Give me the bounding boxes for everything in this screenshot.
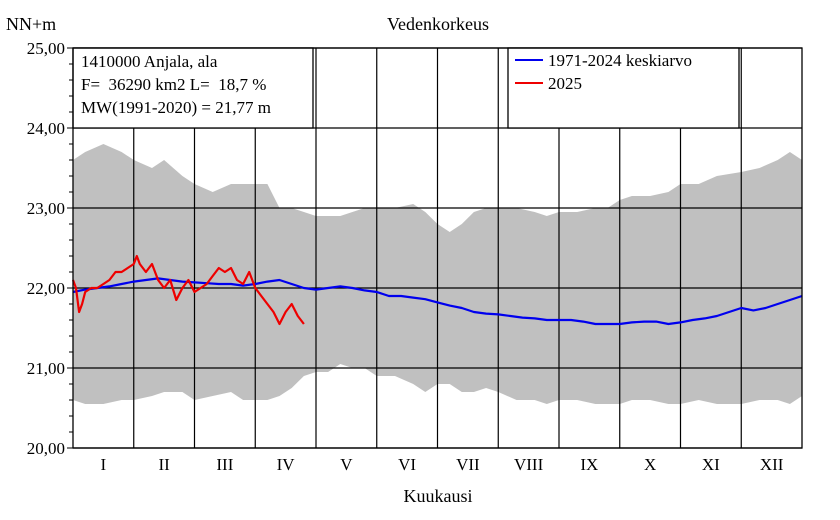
legend-label-mean: 1971-2024 keskiarvo <box>548 51 692 70</box>
legend: 1971-2024 keskiarvo 2025 <box>507 47 740 129</box>
y-tick-label: 20,00 <box>27 439 65 458</box>
legend-label-2025: 2025 <box>548 74 582 93</box>
month-label: X <box>644 455 656 474</box>
y-tick-label: 22,00 <box>27 279 65 298</box>
x-axis-label: Kuukausi <box>404 486 473 506</box>
y-tick-label: 21,00 <box>27 359 65 378</box>
series-mean-line <box>72 277 803 326</box>
info-area: F= 36290 km2 L= 18,7 % <box>81 75 266 94</box>
month-label: IX <box>580 455 598 474</box>
info-mean-level: MW(1991-2020) = 21,77 m <box>81 98 271 117</box>
info-box: 1410000 Anjala, ala F= 36290 km2 L= 18,7… <box>72 47 314 129</box>
series-layer <box>71 254 803 326</box>
grid-layer <box>73 47 802 449</box>
chart-title: Vedenkorkeus <box>387 14 489 34</box>
month-label: III <box>216 455 233 474</box>
month-label: IV <box>277 455 296 474</box>
series-2025-line <box>71 254 305 326</box>
y-tick-label: 25,00 <box>27 39 65 58</box>
plot-area-border <box>72 47 803 449</box>
y-axis-unit-label: NN+m <box>6 14 56 34</box>
y-tick-label: 23,00 <box>27 199 65 218</box>
month-label: VIII <box>514 455 544 474</box>
y-tick-label: 24,00 <box>27 119 65 138</box>
month-label: VII <box>456 455 480 474</box>
month-label: XI <box>702 455 720 474</box>
month-label: XII <box>760 455 784 474</box>
month-label: VI <box>398 455 416 474</box>
month-label: V <box>340 455 353 474</box>
info-station: 1410000 Anjala, ala <box>81 52 218 71</box>
month-label: II <box>158 455 170 474</box>
month-label: I <box>101 455 107 474</box>
